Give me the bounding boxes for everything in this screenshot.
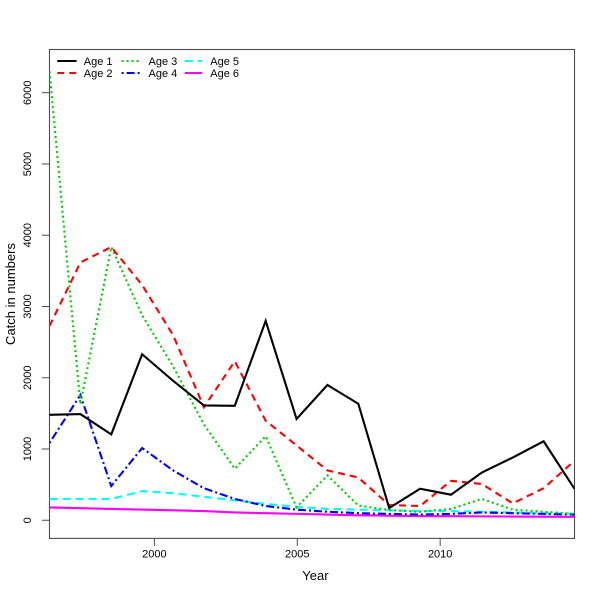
svg-text:2000: 2000 (142, 549, 166, 561)
svg-text:Catch in numbers: Catch in numbers (3, 243, 18, 345)
svg-text:2010: 2010 (428, 549, 452, 561)
svg-text:Year: Year (302, 568, 329, 583)
svg-text:Age 3: Age 3 (149, 56, 178, 68)
svg-text:Age 5: Age 5 (210, 56, 239, 68)
svg-text:1000: 1000 (22, 437, 34, 461)
svg-text:Age 1: Age 1 (84, 56, 113, 68)
svg-text:3000: 3000 (22, 294, 34, 318)
svg-text:2000: 2000 (22, 365, 34, 389)
svg-text:Age 4: Age 4 (149, 68, 178, 80)
svg-text:0: 0 (22, 517, 34, 523)
svg-text:Age 6: Age 6 (210, 68, 239, 80)
svg-text:Age 2: Age 2 (84, 68, 113, 80)
svg-text:4000: 4000 (22, 223, 34, 247)
svg-text:2005: 2005 (285, 549, 309, 561)
svg-text:6000: 6000 (22, 80, 34, 104)
svg-text:5000: 5000 (22, 152, 34, 176)
